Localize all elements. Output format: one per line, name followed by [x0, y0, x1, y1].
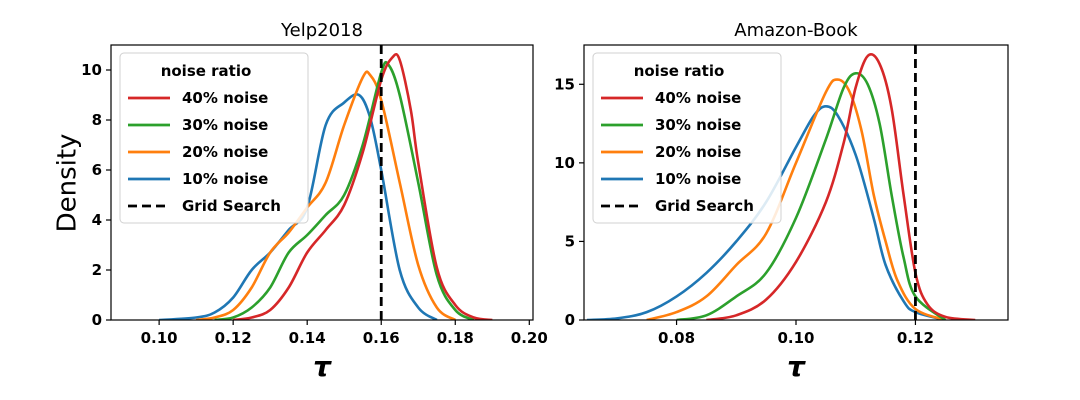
series-group — [586, 53, 976, 320]
series-line-10-noise — [586, 105, 946, 320]
x-tick-label: 0.16 — [363, 329, 400, 347]
chart-panel-yelp2018: Yelp2018 0.10 0.12 0.14 0.16 0.18 0.20 0 2 4 6 8 10 τ… — [81, 20, 548, 383]
x-axis-label: τ — [313, 350, 332, 383]
legend-label-10-noise: 10% noise — [182, 170, 268, 188]
legend-title: noise ratio — [161, 62, 252, 80]
chart-panel-amazon-book: Amazon-Book 0.08 0.10 0.12 0 5 10 15 τ noise rati… — [554, 20, 1009, 383]
chart-title: Yelp2018 — [280, 20, 363, 41]
legend-label-20-noise: 20% noise — [182, 143, 268, 161]
legend-title: noise ratio — [634, 62, 725, 80]
series-line-40-noise — [706, 53, 976, 320]
y-tick-label: 6 — [92, 161, 102, 179]
x-tick-label: 0.18 — [437, 329, 474, 347]
legend-box — [592, 52, 782, 224]
legend-label-10-noise: 10% noise — [655, 170, 741, 188]
chart-title: Amazon-Book — [734, 20, 858, 41]
x-tick-label: 0.08 — [658, 329, 695, 347]
y-axis-label: Density — [53, 134, 83, 233]
y-tick-label: 10 — [554, 154, 575, 172]
series-line-20-noise — [195, 70, 457, 320]
series-line-30-noise — [676, 71, 947, 320]
legend-label-40-noise: 40% noise — [655, 89, 741, 107]
plot-frame — [110, 44, 534, 321]
y-tick-label: 5 — [565, 232, 575, 250]
x-tick-label: 0.10 — [141, 329, 178, 347]
x-axis-label: τ — [787, 350, 806, 383]
y-tick-label: 4 — [92, 211, 102, 229]
legend-box — [119, 52, 309, 224]
x-tick-label: 0.12 — [897, 329, 934, 347]
legend-label-grid-search: Grid Search — [182, 197, 281, 215]
legend-label-20-noise: 20% noise — [655, 143, 741, 161]
y-tick-label: 2 — [92, 261, 102, 279]
series-line-10-noise — [159, 93, 438, 320]
series-line-20-noise — [646, 78, 946, 320]
y-tick-label: 0 — [565, 311, 575, 329]
y-tick-label: 0 — [92, 311, 102, 329]
x-tick-label: 0.20 — [511, 329, 548, 347]
y-tick-label: 15 — [554, 75, 575, 93]
x-tick-label: 0.12 — [215, 329, 252, 347]
legend-label-30-noise: 30% noise — [182, 116, 268, 134]
y-tick-label: 10 — [81, 61, 102, 79]
legend-label-grid-search: Grid Search — [655, 197, 754, 215]
legend: noise ratio 40% noise 30% noise 20% noise 10… — [119, 52, 309, 224]
legend-label-30-noise: 30% noise — [655, 116, 741, 134]
legend: noise ratio 40% noise 30% noise 20% noise 10… — [592, 52, 782, 224]
x-tick-label: 0.14 — [289, 329, 326, 347]
y-tick-label: 8 — [92, 111, 102, 129]
x-tick-label: 0.10 — [777, 329, 814, 347]
legend-label-40-noise: 40% noise — [182, 89, 268, 107]
series-line-30-noise — [214, 60, 475, 320]
